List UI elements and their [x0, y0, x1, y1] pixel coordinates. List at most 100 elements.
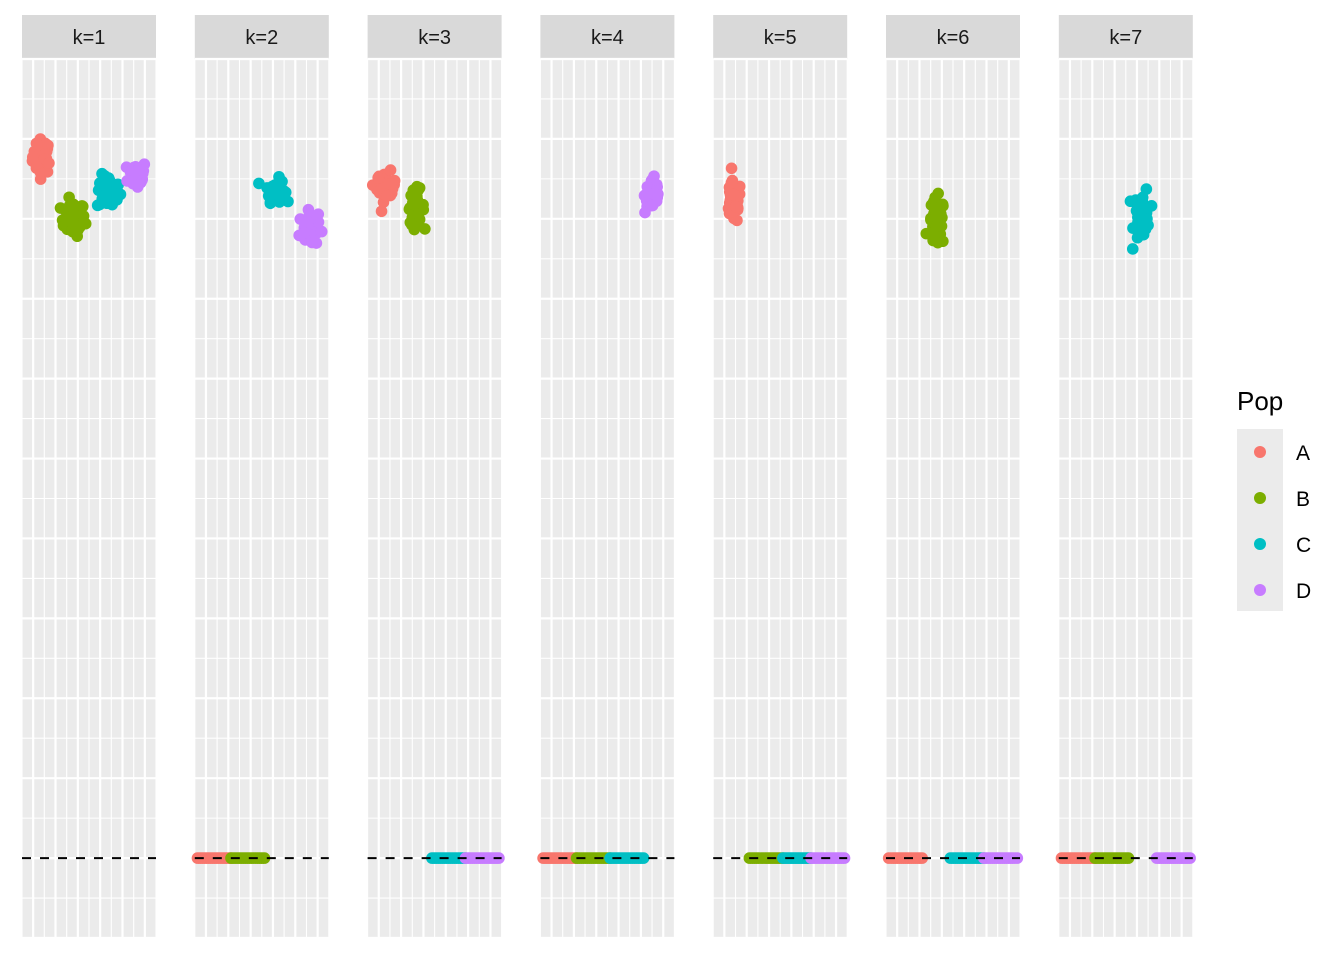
facet-panels: k=1 k=2 k=3 k=4 k=5 k=6 k=7 — [21, 15, 1196, 940]
cluster-D — [638, 170, 664, 219]
point-A — [727, 188, 740, 201]
cluster-D — [293, 203, 328, 249]
legend-label-A: A — [1296, 442, 1310, 465]
point-D — [132, 164, 145, 176]
point-B — [407, 196, 419, 209]
point-C — [273, 170, 285, 183]
point-A — [372, 171, 384, 184]
facet-strip — [1058, 15, 1193, 59]
point-C — [1135, 228, 1148, 241]
facet-panel-6: k=6 — [882, 15, 1024, 940]
cluster-A — [366, 164, 401, 218]
point-B — [1122, 852, 1135, 864]
facet-strip-label: k=4 — [591, 27, 624, 49]
legend-key-D — [1254, 584, 1266, 596]
point-A — [731, 214, 743, 227]
point-D — [648, 187, 661, 200]
facet-strip-label: k=2 — [245, 27, 278, 49]
facet-strip-label: k=6 — [937, 27, 970, 49]
baseline-segment-D — [459, 852, 505, 864]
facet-strip — [367, 15, 502, 59]
point-C — [110, 189, 123, 201]
cluster-B — [54, 191, 92, 243]
baseline-segment-B — [225, 852, 271, 864]
point-C — [93, 198, 106, 211]
point-C — [1129, 194, 1142, 206]
cluster-C — [1124, 183, 1158, 255]
point-C — [94, 177, 106, 189]
legend-item-B: B — [1254, 488, 1310, 511]
point-B — [928, 202, 941, 214]
point-B — [258, 852, 271, 864]
point-D — [315, 225, 328, 238]
facet-strip-label: k=1 — [73, 27, 106, 49]
point-C — [637, 852, 650, 864]
legend-item-C: C — [1254, 534, 1311, 557]
point-A — [730, 200, 742, 213]
legend-key-C — [1254, 538, 1266, 550]
cluster-A — [26, 133, 55, 185]
legend-key-background — [1237, 429, 1283, 611]
point-A — [26, 151, 39, 163]
legend-title: Pop — [1237, 386, 1283, 416]
point-C — [96, 167, 108, 180]
point-C — [266, 180, 279, 193]
point-C — [264, 197, 277, 210]
baseline-segment-D — [805, 852, 851, 864]
facet-strip — [540, 15, 675, 59]
point-A — [375, 205, 388, 218]
legend-label-D: D — [1296, 580, 1311, 603]
point-D — [312, 208, 325, 220]
point-A — [725, 162, 738, 175]
cluster-C — [253, 170, 294, 210]
legend-label-B: B — [1296, 488, 1310, 511]
legend-item-A: A — [1254, 442, 1310, 465]
facet-panel-3: k=3 — [366, 15, 505, 940]
point-A — [384, 164, 397, 176]
cluster-D — [120, 158, 151, 193]
point-B — [63, 200, 76, 212]
point-C — [1141, 213, 1153, 225]
legend-label-C: C — [1296, 534, 1311, 557]
point-D — [121, 175, 133, 187]
point-D — [646, 199, 659, 212]
point-C — [1126, 243, 1139, 255]
facet-panel-5: k=5 — [712, 15, 851, 940]
point-B — [79, 217, 92, 230]
point-D — [301, 215, 314, 228]
point-B — [930, 210, 942, 223]
facet-panel-7: k=7 — [1055, 15, 1196, 940]
baseline-segment-C — [604, 852, 650, 864]
cluster-B — [403, 180, 431, 236]
point-D — [638, 189, 651, 202]
legend-key-B — [1254, 492, 1266, 504]
point-B — [932, 187, 944, 200]
cluster-C — [91, 167, 127, 212]
facet-panel-2: k=2 — [191, 15, 330, 940]
point-D — [298, 227, 310, 239]
facet-panel-4: k=4 — [537, 15, 675, 940]
point-C — [282, 195, 294, 208]
point-C — [253, 177, 265, 190]
legend-key-A — [1254, 446, 1266, 458]
facet-strip — [886, 15, 1020, 59]
point-A — [43, 157, 55, 169]
facet-strip-label: k=7 — [1109, 27, 1142, 49]
point-C — [1136, 202, 1148, 215]
baseline-segment-B — [1089, 852, 1135, 864]
point-B — [404, 216, 417, 229]
cluster-A — [722, 162, 746, 227]
facet-strip — [22, 15, 156, 59]
legend-item-D: D — [1254, 580, 1311, 603]
point-A — [725, 177, 738, 189]
cluster-B — [920, 187, 949, 249]
facet-panel-1: k=1 — [21, 15, 157, 940]
facet-strip — [194, 15, 329, 59]
point-A — [380, 189, 393, 202]
facet-strip — [713, 15, 848, 59]
point-A — [30, 137, 43, 150]
point-C — [1140, 183, 1153, 195]
